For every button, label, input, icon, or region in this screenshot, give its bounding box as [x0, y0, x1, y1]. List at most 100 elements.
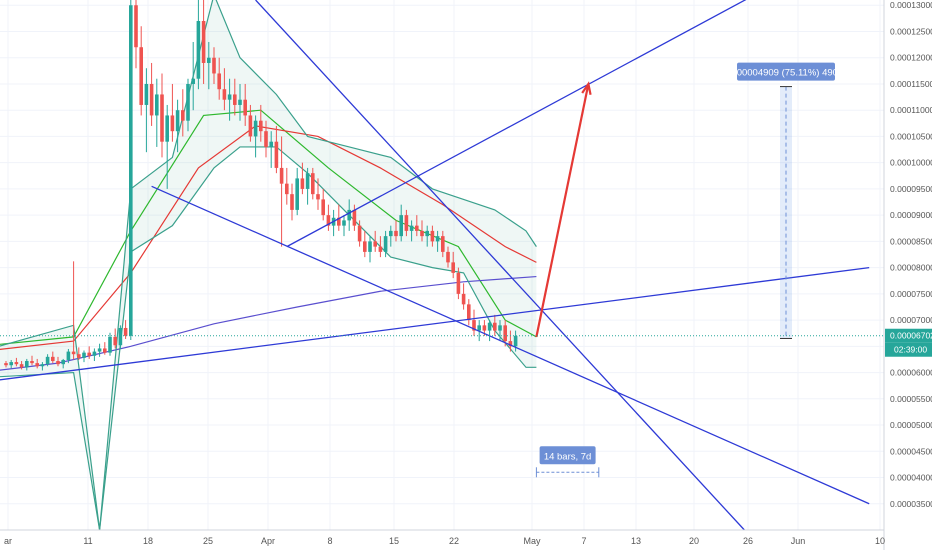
- candle-body: [420, 230, 424, 237]
- candle-body: [430, 230, 435, 242]
- indicator-line-4: [0, 146, 537, 531]
- price-range-box: [780, 86, 792, 339]
- trend-line-2[interactable]: [255, 0, 745, 531]
- candle-body: [389, 230, 393, 237]
- candle-body: [425, 230, 429, 237]
- y-tick-label: 0.00006000: [890, 368, 932, 378]
- indicator-lines: [0, 0, 537, 531]
- candle-body: [295, 178, 299, 210]
- candle-body: [446, 251, 450, 263]
- candle-body: [118, 327, 123, 346]
- forecast-arrow-head: [581, 81, 592, 95]
- candle-body: [82, 352, 86, 358]
- candle-body: [71, 351, 76, 355]
- candle-body: [207, 57, 211, 63]
- candle-body: [170, 115, 175, 132]
- indicator-line-1: [0, 125, 537, 350]
- trend-line-3[interactable]: [286, 0, 755, 248]
- y-tick-label: 0.00008000: [890, 263, 932, 273]
- candle-body: [285, 183, 289, 195]
- price-range-label-bg: [737, 62, 835, 81]
- x-tick-label: 10: [875, 536, 885, 546]
- y-tick-label: 0.00012500: [890, 26, 932, 36]
- candle-body: [248, 115, 253, 137]
- candle-body: [347, 209, 351, 221]
- candle-body: [472, 320, 476, 331]
- x-tick-label: 8: [327, 536, 332, 546]
- candle-body: [399, 215, 403, 237]
- grid: [0, 0, 884, 530]
- candle-body: [274, 141, 279, 168]
- candle-body: [503, 325, 507, 342]
- candle-body: [134, 5, 138, 48]
- candle-body: [217, 73, 221, 90]
- candle-body: [477, 325, 481, 331]
- candle-body: [181, 110, 185, 121]
- candle-body: [259, 120, 263, 132]
- x-tick-label: 18: [143, 536, 153, 546]
- candle-body: [165, 115, 169, 142]
- candle-body: [97, 348, 102, 352]
- y-tick-label: 0.00010000: [890, 158, 932, 168]
- trend-lines[interactable]: [0, 0, 870, 531]
- candle-body: [279, 167, 284, 184]
- indicator-line-0: [0, 109, 537, 345]
- candle-body: [123, 327, 128, 336]
- y-tick-label: 0.00004500: [890, 446, 932, 456]
- y-tick-label: 0.00010500: [890, 131, 932, 141]
- candle-body: [186, 83, 190, 121]
- candle-body: [92, 351, 97, 356]
- candle-body: [175, 110, 180, 132]
- candle-body: [394, 230, 398, 237]
- candle-body: [233, 94, 237, 105]
- candle-body: [305, 173, 310, 189]
- date-range-label: 14 bars, 7d: [544, 451, 592, 462]
- candle-body: [326, 215, 331, 226]
- price-tag-label: 0.00006702: [890, 331, 932, 341]
- x-tick-label: May: [523, 536, 541, 546]
- trend-line-0[interactable]: [0, 266, 870, 383]
- candle-body: [508, 341, 513, 347]
- candle-body: [25, 361, 29, 368]
- x-tick-label: Apr: [261, 536, 275, 546]
- candle-body: [191, 78, 195, 84]
- annotations: 0.00004909 (75.11%) 4909 14 bars, 7d: [0, 62, 884, 478]
- x-tick-label: 25: [203, 536, 213, 546]
- candle-body: [383, 236, 388, 252]
- y-tick-label: 0.00009000: [890, 210, 932, 220]
- candle-body: [378, 246, 383, 252]
- candle-body: [149, 83, 154, 116]
- candle-body: [201, 20, 206, 63]
- candle-body: [144, 83, 149, 105]
- candle-body: [493, 322, 497, 331]
- x-tick-label: 22: [449, 536, 459, 546]
- y-tick-label: 0.00011500: [890, 79, 932, 89]
- candle-body: [264, 131, 268, 147]
- candle-body: [14, 362, 19, 365]
- candle-body: [352, 209, 357, 226]
- candle-body: [30, 361, 34, 364]
- candle-body: [45, 356, 50, 365]
- price-tag-bg: [885, 328, 932, 343]
- candle-body: [373, 241, 377, 247]
- candle-body: [4, 363, 8, 366]
- candle-body: [451, 262, 455, 273]
- candle-body: [212, 57, 216, 74]
- x-tick-label: 26: [743, 536, 753, 546]
- candle-body: [404, 215, 409, 231]
- candle-body: [435, 236, 440, 242]
- x-tick-label: 20: [689, 536, 699, 546]
- x-tick-label: 7: [581, 536, 586, 546]
- candle-body: [243, 99, 247, 116]
- candle-body: [253, 120, 258, 137]
- candle-body: [300, 178, 305, 189]
- candle-body: [56, 361, 60, 365]
- bollinger-band-fill: [0, 0, 537, 530]
- trend-line-1[interactable]: [151, 185, 870, 505]
- x-tick-label: 13: [631, 536, 641, 546]
- candle-body: [321, 199, 325, 216]
- countdown-label: 02:39:00: [894, 345, 927, 355]
- candle-body: [368, 241, 372, 252]
